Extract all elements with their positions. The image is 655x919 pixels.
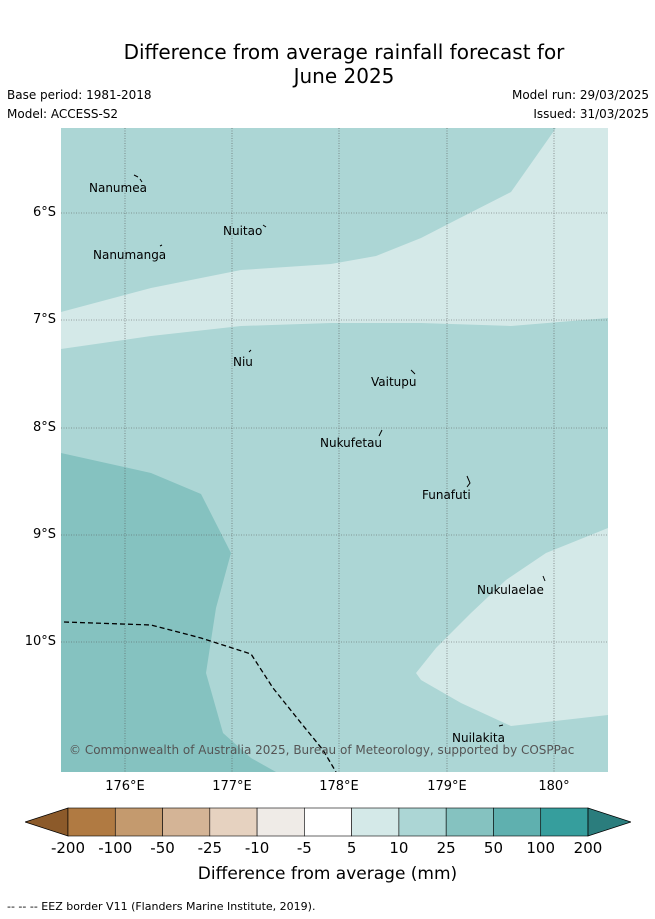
island-label-niu: Niu <box>233 355 253 369</box>
nuilakita-shape <box>498 724 504 727</box>
colorbar-arrow-low <box>25 807 69 837</box>
colorbar-cell <box>445 807 494 837</box>
band-5-10-southeast <box>416 528 608 726</box>
colorbar-tick-label: -25 <box>197 839 223 857</box>
vaitupu-shape <box>410 369 416 375</box>
island-label-nanumea: Nanumea <box>89 181 147 195</box>
colorbar-cell <box>493 807 542 837</box>
colorbar-cell <box>162 807 211 837</box>
island-label-nuitao: Nuitao <box>223 224 262 238</box>
lat-label-8s: 8°S <box>32 420 56 435</box>
colorbar-cell <box>398 807 447 837</box>
island-label-vaitupu: Vaitupu <box>371 375 417 389</box>
base-period: Base period: 1981-2018 <box>7 88 152 102</box>
lon-label-179e: 179°E <box>427 779 467 794</box>
model-run: Model run: 29/03/2025 <box>511 88 649 102</box>
colorbar-cell <box>114 807 163 837</box>
colorbar-cell <box>540 807 589 837</box>
niu-shape <box>248 349 252 353</box>
colorbar-tick-label: -200 <box>50 839 86 857</box>
island-label-nukulaelae: Nukulaelae <box>477 583 544 597</box>
colorbar-tick-label: -5 <box>296 839 312 857</box>
nuitao-shape <box>262 224 267 228</box>
nanumea-shape <box>133 174 143 183</box>
colorbar-tick-label: 5 <box>346 839 357 857</box>
lon-label-177e: 177°E <box>212 779 252 794</box>
lat-label-6s: 6°S <box>32 205 56 220</box>
colorbar-tick-label: 100 <box>526 839 556 857</box>
island-label-nuilakita: Nuilakita <box>452 731 505 745</box>
colorbar-cell <box>209 807 258 837</box>
colorbar-tick-label: 50 <box>483 839 503 857</box>
colorbar-cell <box>351 807 400 837</box>
colorbar-tick-label: 10 <box>389 839 409 857</box>
island-label-nanumanga: Nanumanga <box>93 248 166 262</box>
band-5-10-north <box>61 128 608 349</box>
island-label-funafuti: Funafuti <box>422 488 471 502</box>
chart-title: Difference from average rainfall forecas… <box>0 40 655 88</box>
colorbar-cell <box>67 807 116 837</box>
nukulaelae-shape <box>542 575 546 582</box>
lon-label-176e: 176°E <box>105 779 145 794</box>
gridlines <box>61 128 608 772</box>
model-name: Model: ACCESS-S2 <box>7 107 119 121</box>
funafuti-shape <box>466 475 471 488</box>
lon-label-178e: 178°E <box>319 779 359 794</box>
colorbar-cell <box>304 807 352 837</box>
title-line-2: June 2025 <box>293 64 395 88</box>
colorbar-tick-label: -10 <box>244 839 270 857</box>
issued-date: Issued: 31/03/2025 <box>533 107 649 121</box>
lat-label-9s: 9°S <box>32 527 56 542</box>
lon-label-180: 180° <box>538 779 570 794</box>
nanumanga-shape <box>159 244 163 247</box>
colorbar-arrow-high <box>587 807 631 837</box>
colorbar-cell <box>256 807 305 837</box>
island-label-nukufetau: Nukufetau <box>320 436 382 450</box>
lat-label-10s: 10°S <box>24 634 56 649</box>
copyright-notice: © Commonwealth of Australia 2025, Bureau… <box>69 743 574 757</box>
lat-label-7s: 7°S <box>32 312 56 327</box>
colorbar-tick-label: -100 <box>98 839 133 857</box>
island-shapes <box>133 174 546 727</box>
eez-border <box>63 621 337 772</box>
colorbar-tick-label: -50 <box>150 839 175 857</box>
eez-legend-note: -- -- -- EEZ border V11 (Flanders Marine… <box>7 900 316 913</box>
colorbar-tick-label: 200 <box>573 839 603 857</box>
colorbar <box>25 807 631 837</box>
colorbar-title: Difference from average (mm) <box>197 864 458 884</box>
band-25-50-southwest <box>61 453 276 772</box>
colorbar-cells <box>25 807 631 837</box>
title-line-1: Difference from average rainfall forecas… <box>123 40 565 64</box>
rainfall-map: Nanumea Nuitao Nanumanga Niu Vaitupu Nuk… <box>61 128 608 772</box>
colorbar-tick-label: 25 <box>436 839 456 857</box>
nukufetau-shape <box>378 429 383 437</box>
